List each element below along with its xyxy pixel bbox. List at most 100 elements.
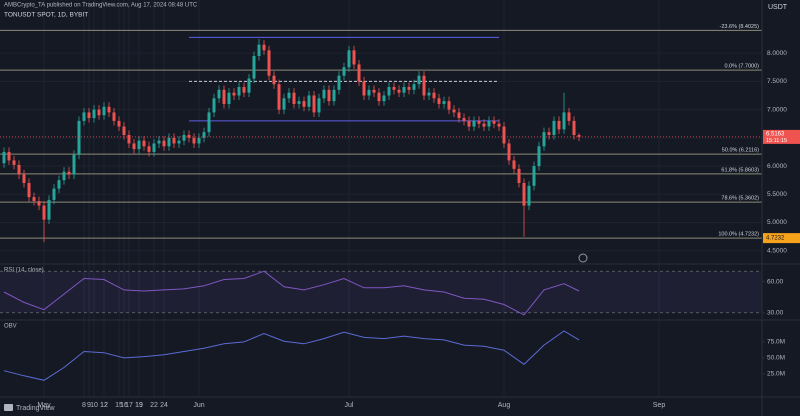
candle-body xyxy=(387,87,391,96)
candle-body xyxy=(12,160,16,165)
candle-body xyxy=(492,120,496,124)
candle-body xyxy=(32,197,36,202)
candle-body xyxy=(82,112,86,121)
candle-body xyxy=(222,89,226,104)
candle-body xyxy=(77,120,81,155)
candle-body xyxy=(432,92,436,99)
level-badge xyxy=(763,233,800,244)
candle-body xyxy=(312,95,316,113)
brand-text: TradingView xyxy=(16,405,55,412)
brand-icon xyxy=(4,404,13,411)
candle-body xyxy=(332,89,336,102)
candle-body xyxy=(72,154,76,175)
candle-body xyxy=(52,188,56,200)
candle-body xyxy=(47,199,51,220)
candle-body xyxy=(327,89,331,102)
fib-label: -23.6% (8.4025) xyxy=(720,24,760,30)
candle-body xyxy=(452,109,456,113)
y-tick-label: 25.0M xyxy=(767,371,785,378)
candle-body xyxy=(92,109,96,119)
candle-body xyxy=(37,201,41,206)
candle-body xyxy=(412,84,416,90)
candle-body xyxy=(282,98,286,110)
candle-body xyxy=(247,78,251,93)
candle-body xyxy=(297,101,301,104)
candle-body xyxy=(257,44,261,56)
y-tick-label: 4.5000 xyxy=(767,247,787,254)
x-tick-label: Jul xyxy=(345,402,354,409)
publisher: AMBCrypto_TA published on TradingView.co… xyxy=(4,3,198,9)
candle-body xyxy=(197,137,201,144)
x-tick-label: 8 xyxy=(82,402,86,409)
candle-body xyxy=(232,92,236,96)
candle-body xyxy=(7,151,11,161)
candle-body xyxy=(107,106,111,113)
x-tick-label: 22 xyxy=(150,402,158,409)
candle-body xyxy=(557,120,561,130)
fib-label: 0.0% (7.7000) xyxy=(724,64,759,70)
candle-body xyxy=(352,50,356,65)
candle-body xyxy=(267,50,271,76)
candle-body xyxy=(142,140,146,147)
candle-body xyxy=(202,132,206,138)
candle-body xyxy=(242,87,246,93)
candle-body xyxy=(87,112,91,119)
y-tick-label: 8.0000 xyxy=(767,50,787,57)
candle-body xyxy=(27,182,31,198)
candle-body xyxy=(152,143,156,152)
candle-body xyxy=(427,92,431,96)
candle-body xyxy=(382,95,386,102)
candle-body xyxy=(552,120,556,135)
candle-body xyxy=(262,44,266,51)
candle-body xyxy=(497,123,501,127)
candle-body xyxy=(22,174,26,183)
candle-body xyxy=(307,95,311,107)
y-tick-label: 5.5000 xyxy=(767,191,787,198)
candle-body xyxy=(302,101,306,107)
x-tick-label: 16 xyxy=(120,402,128,409)
y-tick-label: 5.0000 xyxy=(767,219,787,226)
candle-body xyxy=(537,146,541,167)
candle-body xyxy=(472,120,476,127)
candle-body xyxy=(527,185,531,206)
candle-body xyxy=(62,171,66,181)
candle-body xyxy=(17,164,21,175)
candle-body xyxy=(67,171,71,175)
candle-body xyxy=(237,87,241,96)
candle-body xyxy=(187,135,191,138)
candle-body xyxy=(362,81,366,96)
x-tick-label: Aug xyxy=(498,402,511,409)
x-tick-label: May xyxy=(37,402,51,409)
candle-body xyxy=(342,67,346,76)
candle-body xyxy=(507,143,511,161)
brand: TradingView xyxy=(4,404,55,412)
candle-body xyxy=(57,180,61,189)
fib-label: 61.8% (5.8603) xyxy=(721,167,759,173)
candle-body xyxy=(102,106,106,116)
x-tick-label: 15 xyxy=(115,402,123,409)
x-tick-label: 12 xyxy=(100,402,108,409)
y-tick-label: 7.5000 xyxy=(767,78,787,85)
candle-body xyxy=(162,140,166,147)
candle-body xyxy=(392,87,396,90)
candle-body xyxy=(577,135,581,137)
candle-body xyxy=(447,101,451,110)
candle-body xyxy=(377,92,381,102)
y-tick-label: 7.0000 xyxy=(767,106,787,113)
candle-body xyxy=(477,120,481,124)
candle-body xyxy=(462,118,466,121)
candle-body xyxy=(117,120,121,127)
candle-body xyxy=(157,140,161,144)
level-badge-label: 4.7232 xyxy=(766,236,785,242)
candle-body xyxy=(532,166,536,186)
marks xyxy=(0,29,762,381)
candle-body xyxy=(192,137,196,144)
candle-body xyxy=(397,89,401,93)
event-icon[interactable] xyxy=(578,253,588,263)
indicator-title: OBV xyxy=(4,324,17,330)
x-tick-label: Sep xyxy=(653,402,666,409)
x-tick-label: 19 xyxy=(135,402,143,409)
candle-body xyxy=(437,98,441,104)
candle-body xyxy=(42,205,46,220)
candle-body xyxy=(177,140,181,144)
